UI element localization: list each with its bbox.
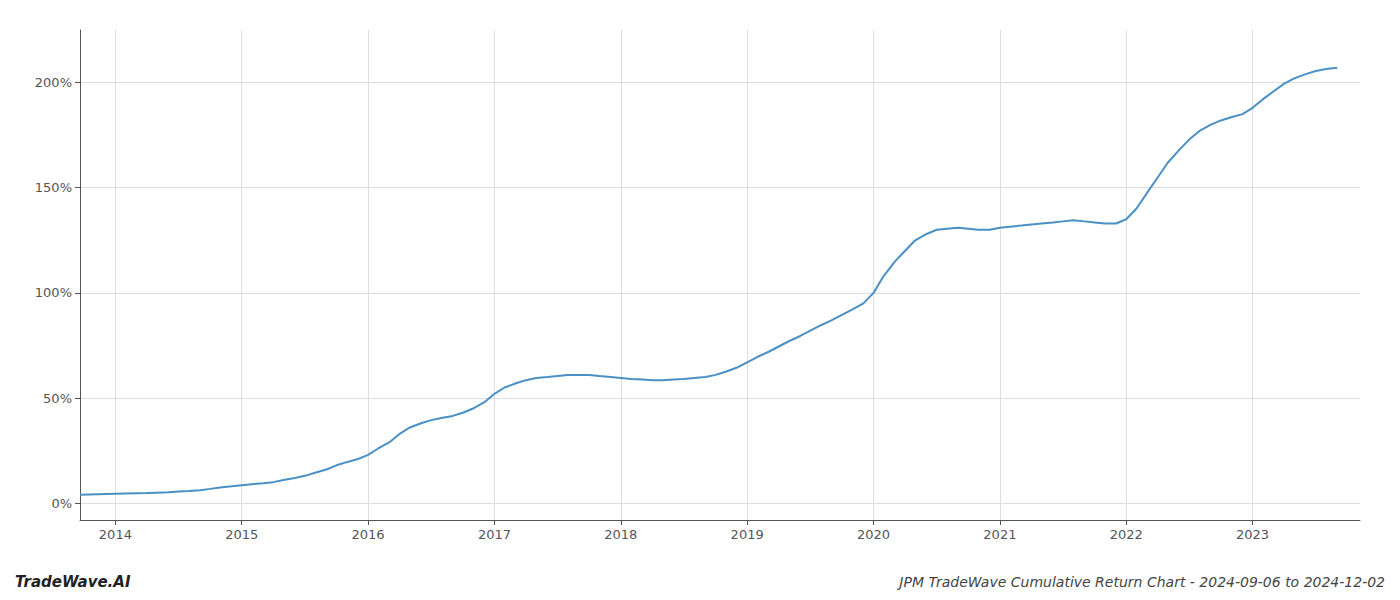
svg-text:50%: 50%	[43, 391, 72, 406]
svg-text:2022: 2022	[1110, 527, 1143, 542]
svg-text:2023: 2023	[1236, 527, 1269, 542]
svg-text:150%: 150%	[35, 180, 72, 195]
svg-text:2020: 2020	[857, 527, 890, 542]
svg-text:2015: 2015	[225, 527, 258, 542]
svg-text:2016: 2016	[352, 527, 385, 542]
svg-text:2014: 2014	[99, 527, 132, 542]
svg-text:JPM TradeWave Cumulative Retur: JPM TradeWave Cumulative Return Chart - …	[896, 574, 1385, 590]
svg-text:2019: 2019	[731, 527, 764, 542]
svg-text:200%: 200%	[35, 75, 72, 90]
svg-text:2018: 2018	[604, 527, 637, 542]
svg-text:2021: 2021	[983, 527, 1016, 542]
svg-text:TradeWave.AI: TradeWave.AI	[15, 573, 131, 591]
svg-text:2017: 2017	[478, 527, 511, 542]
svg-text:100%: 100%	[35, 285, 72, 300]
svg-text:0%: 0%	[51, 496, 72, 511]
